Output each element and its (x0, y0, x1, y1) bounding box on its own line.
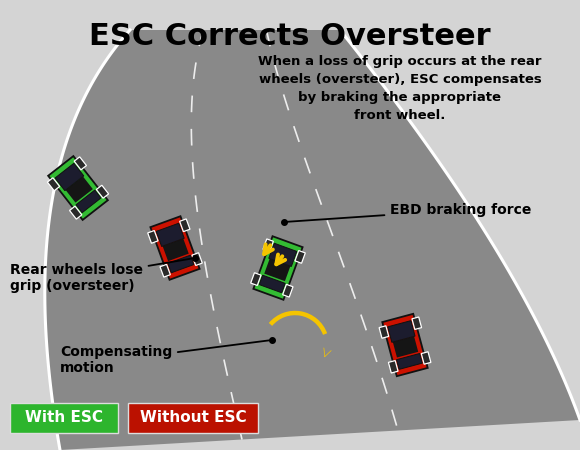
Polygon shape (150, 216, 200, 280)
Polygon shape (156, 223, 184, 247)
Polygon shape (421, 352, 431, 364)
FancyBboxPatch shape (128, 403, 258, 433)
Polygon shape (66, 176, 93, 202)
Polygon shape (168, 255, 194, 273)
Polygon shape (264, 259, 291, 281)
Polygon shape (389, 360, 398, 373)
Polygon shape (251, 273, 261, 285)
Polygon shape (263, 239, 273, 252)
Polygon shape (295, 251, 305, 263)
Polygon shape (397, 354, 422, 369)
Polygon shape (387, 321, 415, 342)
Polygon shape (382, 314, 427, 376)
Text: Without ESC: Without ESC (140, 410, 246, 426)
Text: With ESC: With ESC (25, 410, 103, 426)
Polygon shape (76, 190, 101, 213)
Polygon shape (70, 206, 82, 219)
Polygon shape (379, 326, 389, 338)
Text: ESC Corrects Oversteer: ESC Corrects Oversteer (89, 22, 491, 51)
Polygon shape (148, 230, 158, 243)
Polygon shape (393, 336, 418, 357)
Polygon shape (48, 156, 108, 220)
Polygon shape (253, 236, 303, 300)
Polygon shape (180, 219, 190, 232)
Polygon shape (55, 163, 84, 191)
Text: EBD braking force: EBD braking force (287, 203, 531, 222)
Polygon shape (160, 264, 171, 277)
Polygon shape (269, 243, 297, 266)
Text: Compensating
motion: Compensating motion (60, 340, 269, 375)
Polygon shape (74, 157, 86, 170)
Text: Rear wheels lose
grip (oversteer): Rear wheels lose grip (oversteer) (10, 258, 192, 293)
Polygon shape (282, 284, 293, 297)
Polygon shape (162, 238, 188, 261)
Text: When a loss of grip occurs at the rear
wheels (oversteer), ESC compensates
by br: When a loss of grip occurs at the rear w… (258, 55, 542, 122)
Polygon shape (96, 185, 108, 198)
Polygon shape (192, 253, 202, 266)
FancyBboxPatch shape (10, 403, 118, 433)
Polygon shape (45, 30, 580, 450)
Polygon shape (259, 275, 285, 293)
Polygon shape (412, 317, 422, 329)
Polygon shape (48, 178, 60, 191)
